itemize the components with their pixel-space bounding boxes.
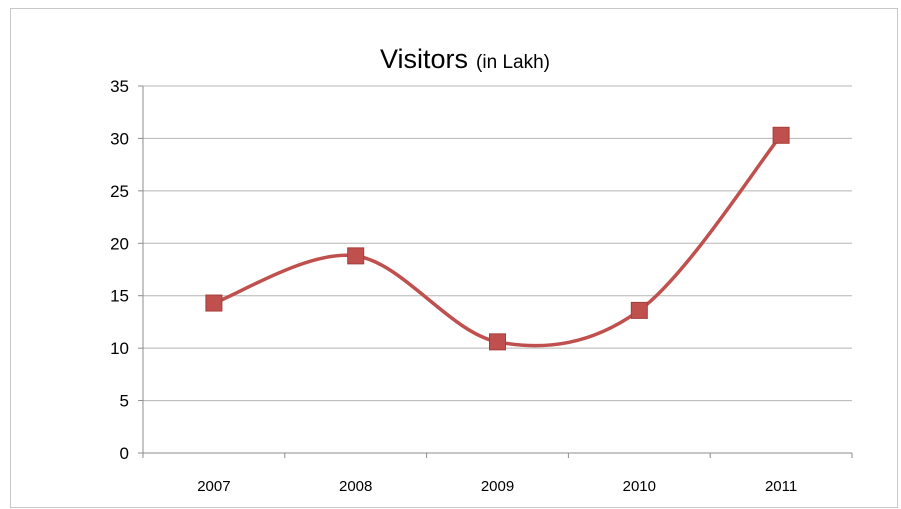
data-point-marker: [630, 301, 648, 319]
y-tick-labels: 0 5 10 15 20 25 30 35: [110, 77, 129, 463]
data-point-marker: [205, 294, 223, 312]
x-tick-label: 2008: [339, 478, 372, 495]
x-tick-label: 2007: [197, 478, 230, 495]
y-tick-label: 15: [110, 287, 129, 306]
y-tick-label: 35: [110, 77, 129, 96]
x-tick-label: 2011: [765, 478, 797, 495]
x-tick-label: 2009: [481, 478, 514, 495]
y-tick-label: 0: [120, 444, 129, 463]
series-line: [212, 133, 783, 348]
y-tick-label: 20: [110, 234, 129, 253]
x-tick-label: 2010: [623, 478, 656, 495]
y-tick-label: 10: [110, 339, 129, 358]
chart-title-main: Visitors: [380, 44, 468, 74]
chart-frame: [10, 8, 898, 508]
data-point-marker: [489, 333, 506, 351]
data-point-marker: [347, 247, 365, 265]
axes: [138, 85, 853, 458]
series-layer: [205, 126, 790, 351]
chart-title: Visitors (in Lakh): [380, 44, 550, 74]
y-tick-label: 5: [120, 392, 129, 411]
y-tick-label: 30: [110, 129, 129, 148]
gridlines: [143, 85, 852, 402]
data-point-marker: [772, 126, 790, 144]
chart-title-sub: (in Lakh): [476, 52, 550, 73]
y-tick-label: 25: [110, 182, 129, 201]
x-tick-labels: 2007 2008 2009 2010 2011: [197, 478, 797, 495]
